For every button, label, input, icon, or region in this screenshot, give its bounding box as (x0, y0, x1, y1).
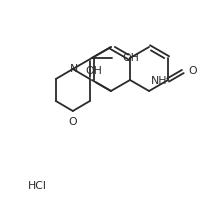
Text: NH: NH (151, 76, 168, 86)
Text: O: O (69, 117, 77, 127)
Text: N: N (70, 64, 78, 74)
Text: OH: OH (86, 65, 103, 76)
Text: HCl: HCl (28, 181, 47, 191)
Text: O: O (189, 67, 197, 76)
Text: OH: OH (122, 53, 139, 63)
